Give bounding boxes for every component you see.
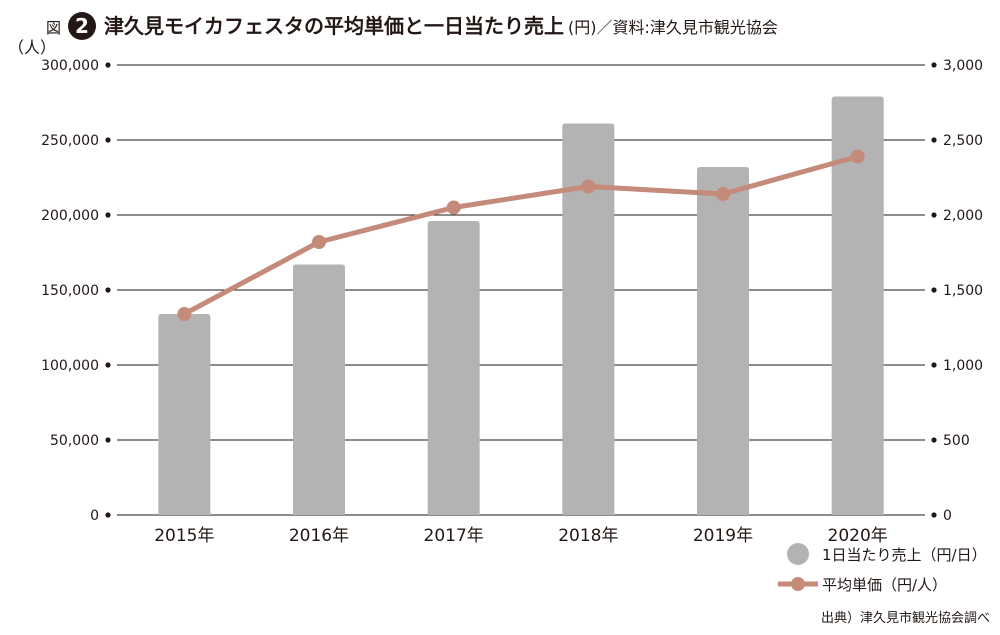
line-point xyxy=(177,307,191,321)
left-tick-label: 0 xyxy=(90,508,99,524)
left-tick-label: 50,000 xyxy=(50,433,99,449)
right-tick-label: 2,500 xyxy=(943,133,983,149)
right-tick-dot xyxy=(931,362,936,367)
right-tick-label: 1,000 xyxy=(943,358,983,374)
line-series xyxy=(177,150,864,322)
right-tick-label: 3,000 xyxy=(943,58,983,74)
figure-label: 図 xyxy=(46,19,61,37)
left-tick-label: 100,000 xyxy=(41,358,99,374)
line-point xyxy=(312,235,326,249)
x-category-label: 2018年 xyxy=(558,526,618,546)
left-tick-label: 300,000 xyxy=(41,58,99,74)
right-tick-label: 1,500 xyxy=(943,283,983,299)
source-note: 出典）津久見市観光協会調べ xyxy=(821,610,990,626)
bar-series xyxy=(158,97,883,516)
x-category-label: 2019年 xyxy=(693,526,753,546)
right-tick-dot xyxy=(931,437,936,442)
right-tick-dot xyxy=(931,287,936,292)
right-tick-label: 0 xyxy=(943,508,952,524)
left-tick-dot xyxy=(105,287,110,292)
left-tick-label: 250,000 xyxy=(41,133,99,149)
left-tick-dot xyxy=(105,212,110,217)
left-tick-label: 150,000 xyxy=(41,283,99,299)
legend: 1日当たり売上（円/日） 平均単価（円/人） xyxy=(778,543,987,594)
right-tick-dot xyxy=(931,137,936,142)
right-tick-label: 500 xyxy=(943,433,970,449)
x-category-label: 2020年 xyxy=(828,526,888,546)
legend-bar-label: 1日当たり売上（円/日） xyxy=(822,546,987,564)
bar xyxy=(697,167,749,515)
line-point xyxy=(581,180,595,194)
x-category-label: 2015年 xyxy=(154,526,214,546)
figure-number: 2 xyxy=(75,14,89,38)
right-tick-dot xyxy=(931,212,936,217)
legend-line-label: 平均単価（円/人） xyxy=(822,576,947,594)
left-tick-dot xyxy=(105,362,110,367)
x-category-label: 2016年 xyxy=(289,526,349,546)
left-tick-dot xyxy=(105,437,110,442)
left-tick-dot xyxy=(105,512,110,517)
bar xyxy=(293,265,345,516)
bar xyxy=(158,314,210,515)
line-point xyxy=(447,201,461,215)
left-tick-label: 200,000 xyxy=(41,208,99,224)
legend-line-marker xyxy=(791,577,805,591)
line-point xyxy=(716,187,730,201)
left-axis-unit: （人） xyxy=(8,38,56,57)
left-tick-dot xyxy=(105,62,110,67)
line-point xyxy=(851,150,865,164)
bar xyxy=(428,221,480,515)
left-tick-dot xyxy=(105,137,110,142)
right-tick-dot xyxy=(931,62,936,67)
right-tick-label: 2,000 xyxy=(943,208,983,224)
chart-title: 津久見モイカフェスタの平均単価と一日当たり売上 (円)／資料:津久見市観光協会 xyxy=(104,14,778,38)
right-tick-dot xyxy=(931,512,936,517)
x-category-label: 2017年 xyxy=(424,526,484,546)
gridlines xyxy=(117,65,925,515)
legend-bar-swatch xyxy=(787,543,809,565)
